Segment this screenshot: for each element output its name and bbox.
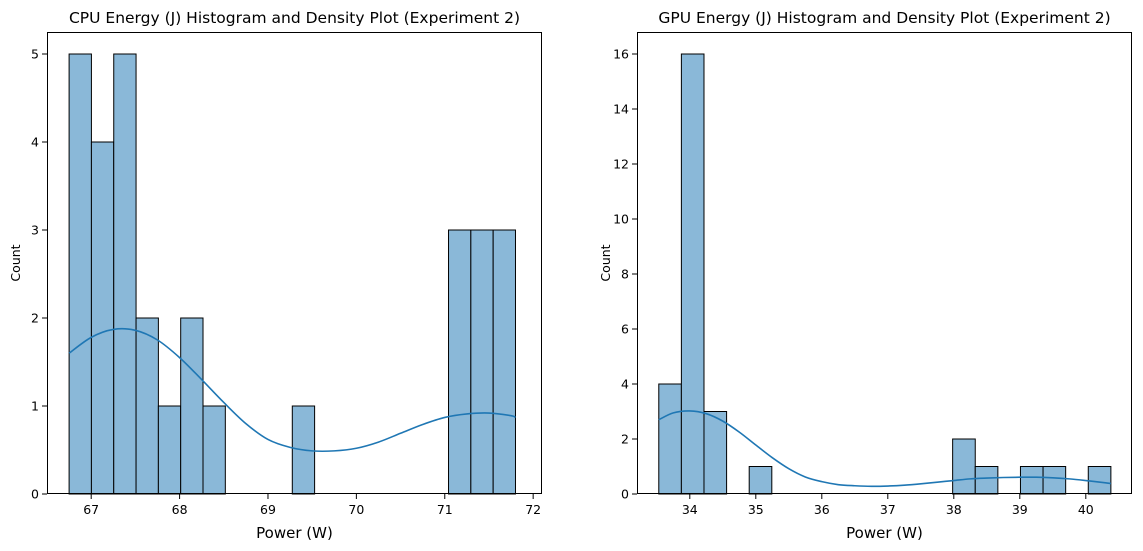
cpu-axes-frame (47, 32, 542, 494)
cpu-x-tick-label: 67 (83, 502, 99, 517)
cpu-y-tick-label: 5 (31, 47, 39, 62)
gpu-x-tick-label: 40 (1078, 502, 1094, 517)
cpu-bar (492, 229, 516, 495)
gpu-y-ticks: 0 2 4 6 8 10 12 14 16 (613, 47, 637, 502)
gpu-x-axis-label: Power (W) (846, 524, 923, 542)
gpu-x-ticks: 34 35 36 37 38 39 40 (682, 494, 1094, 517)
gpu-x-tick-label: 36 (814, 502, 830, 517)
cpu-bar (448, 229, 472, 495)
cpu-x-ticks: 67 68 69 70 71 72 (83, 494, 541, 517)
cpu-x-axis-label: Power (W) (256, 524, 333, 542)
cpu-y-tick-label: 3 (31, 223, 39, 238)
cpu-bar (90, 141, 115, 495)
gpu-bar (1042, 466, 1067, 495)
cpu-bar (157, 405, 182, 495)
cpu-y-axis-label: Count (8, 244, 23, 281)
gpu-y-tick-label: 2 (621, 432, 629, 447)
gpu-x-tick-label: 35 (748, 502, 764, 517)
gpu-axes-frame (637, 32, 1132, 494)
cpu-y-tick-label: 0 (31, 487, 39, 502)
gpu-y-axis-label: Count (598, 244, 613, 281)
cpu-x-tick-label: 72 (525, 502, 541, 517)
cpu-x-tick-label: 71 (437, 502, 453, 517)
gpu-bars (658, 53, 1112, 495)
gpu-histogram-panel: 34 35 36 37 38 39 40 0 2 4 6 8 10 12 14 16 GPU Energy … (598, 9, 1132, 542)
cpu-bar (180, 317, 204, 495)
gpu-x-tick-label: 34 (682, 502, 698, 517)
cpu-x-tick-label: 68 (172, 502, 188, 517)
gpu-y-tick-label: 4 (621, 377, 629, 392)
cpu-x-tick-label: 70 (348, 502, 364, 517)
gpu-y-tick-label: 6 (621, 322, 629, 337)
gpu-chart-title: GPU Energy (J) Histogram and Density Plo… (658, 9, 1110, 27)
cpu-bar (470, 229, 494, 495)
gpu-y-tick-label: 10 (613, 212, 629, 227)
gpu-y-tick-label: 0 (621, 487, 629, 502)
cpu-x-tick-label: 69 (260, 502, 276, 517)
cpu-y-tick-label: 2 (31, 311, 39, 326)
cpu-bar (113, 53, 137, 495)
gpu-x-tick-label: 39 (1012, 502, 1028, 517)
gpu-bar (680, 53, 705, 495)
gpu-bar (748, 466, 773, 495)
cpu-y-tick-label: 4 (31, 135, 39, 150)
cpu-y-ticks: 0 1 2 3 4 5 (31, 47, 47, 502)
gpu-y-tick-label: 16 (613, 47, 629, 62)
gpu-kde-line (658, 410, 1111, 488)
cpu-kde-line (68, 327, 516, 453)
gpu-y-tick-label: 14 (613, 102, 629, 117)
gpu-bar (974, 466, 999, 495)
gpu-y-tick-label: 8 (621, 267, 629, 282)
gpu-bar (1087, 466, 1112, 495)
cpu-bar (135, 317, 159, 495)
cpu-y-tick-label: 1 (31, 399, 39, 414)
gpu-bar (658, 383, 682, 495)
cpu-chart-title: CPU Energy (J) Histogram and Density Plo… (69, 9, 520, 27)
cpu-bars (68, 53, 516, 495)
cpu-histogram-panel: 67 68 69 70 71 72 0 1 2 3 4 5 CPU Energy (J) Histo… (8, 9, 542, 542)
gpu-bar (952, 438, 976, 495)
cpu-bar (68, 53, 92, 495)
gpu-y-tick-label: 12 (613, 157, 629, 172)
gpu-x-tick-label: 38 (946, 502, 962, 517)
cpu-bar (202, 405, 226, 495)
gpu-bar (1019, 466, 1044, 495)
gpu-x-tick-label: 37 (880, 502, 896, 517)
gpu-bar (703, 411, 728, 495)
